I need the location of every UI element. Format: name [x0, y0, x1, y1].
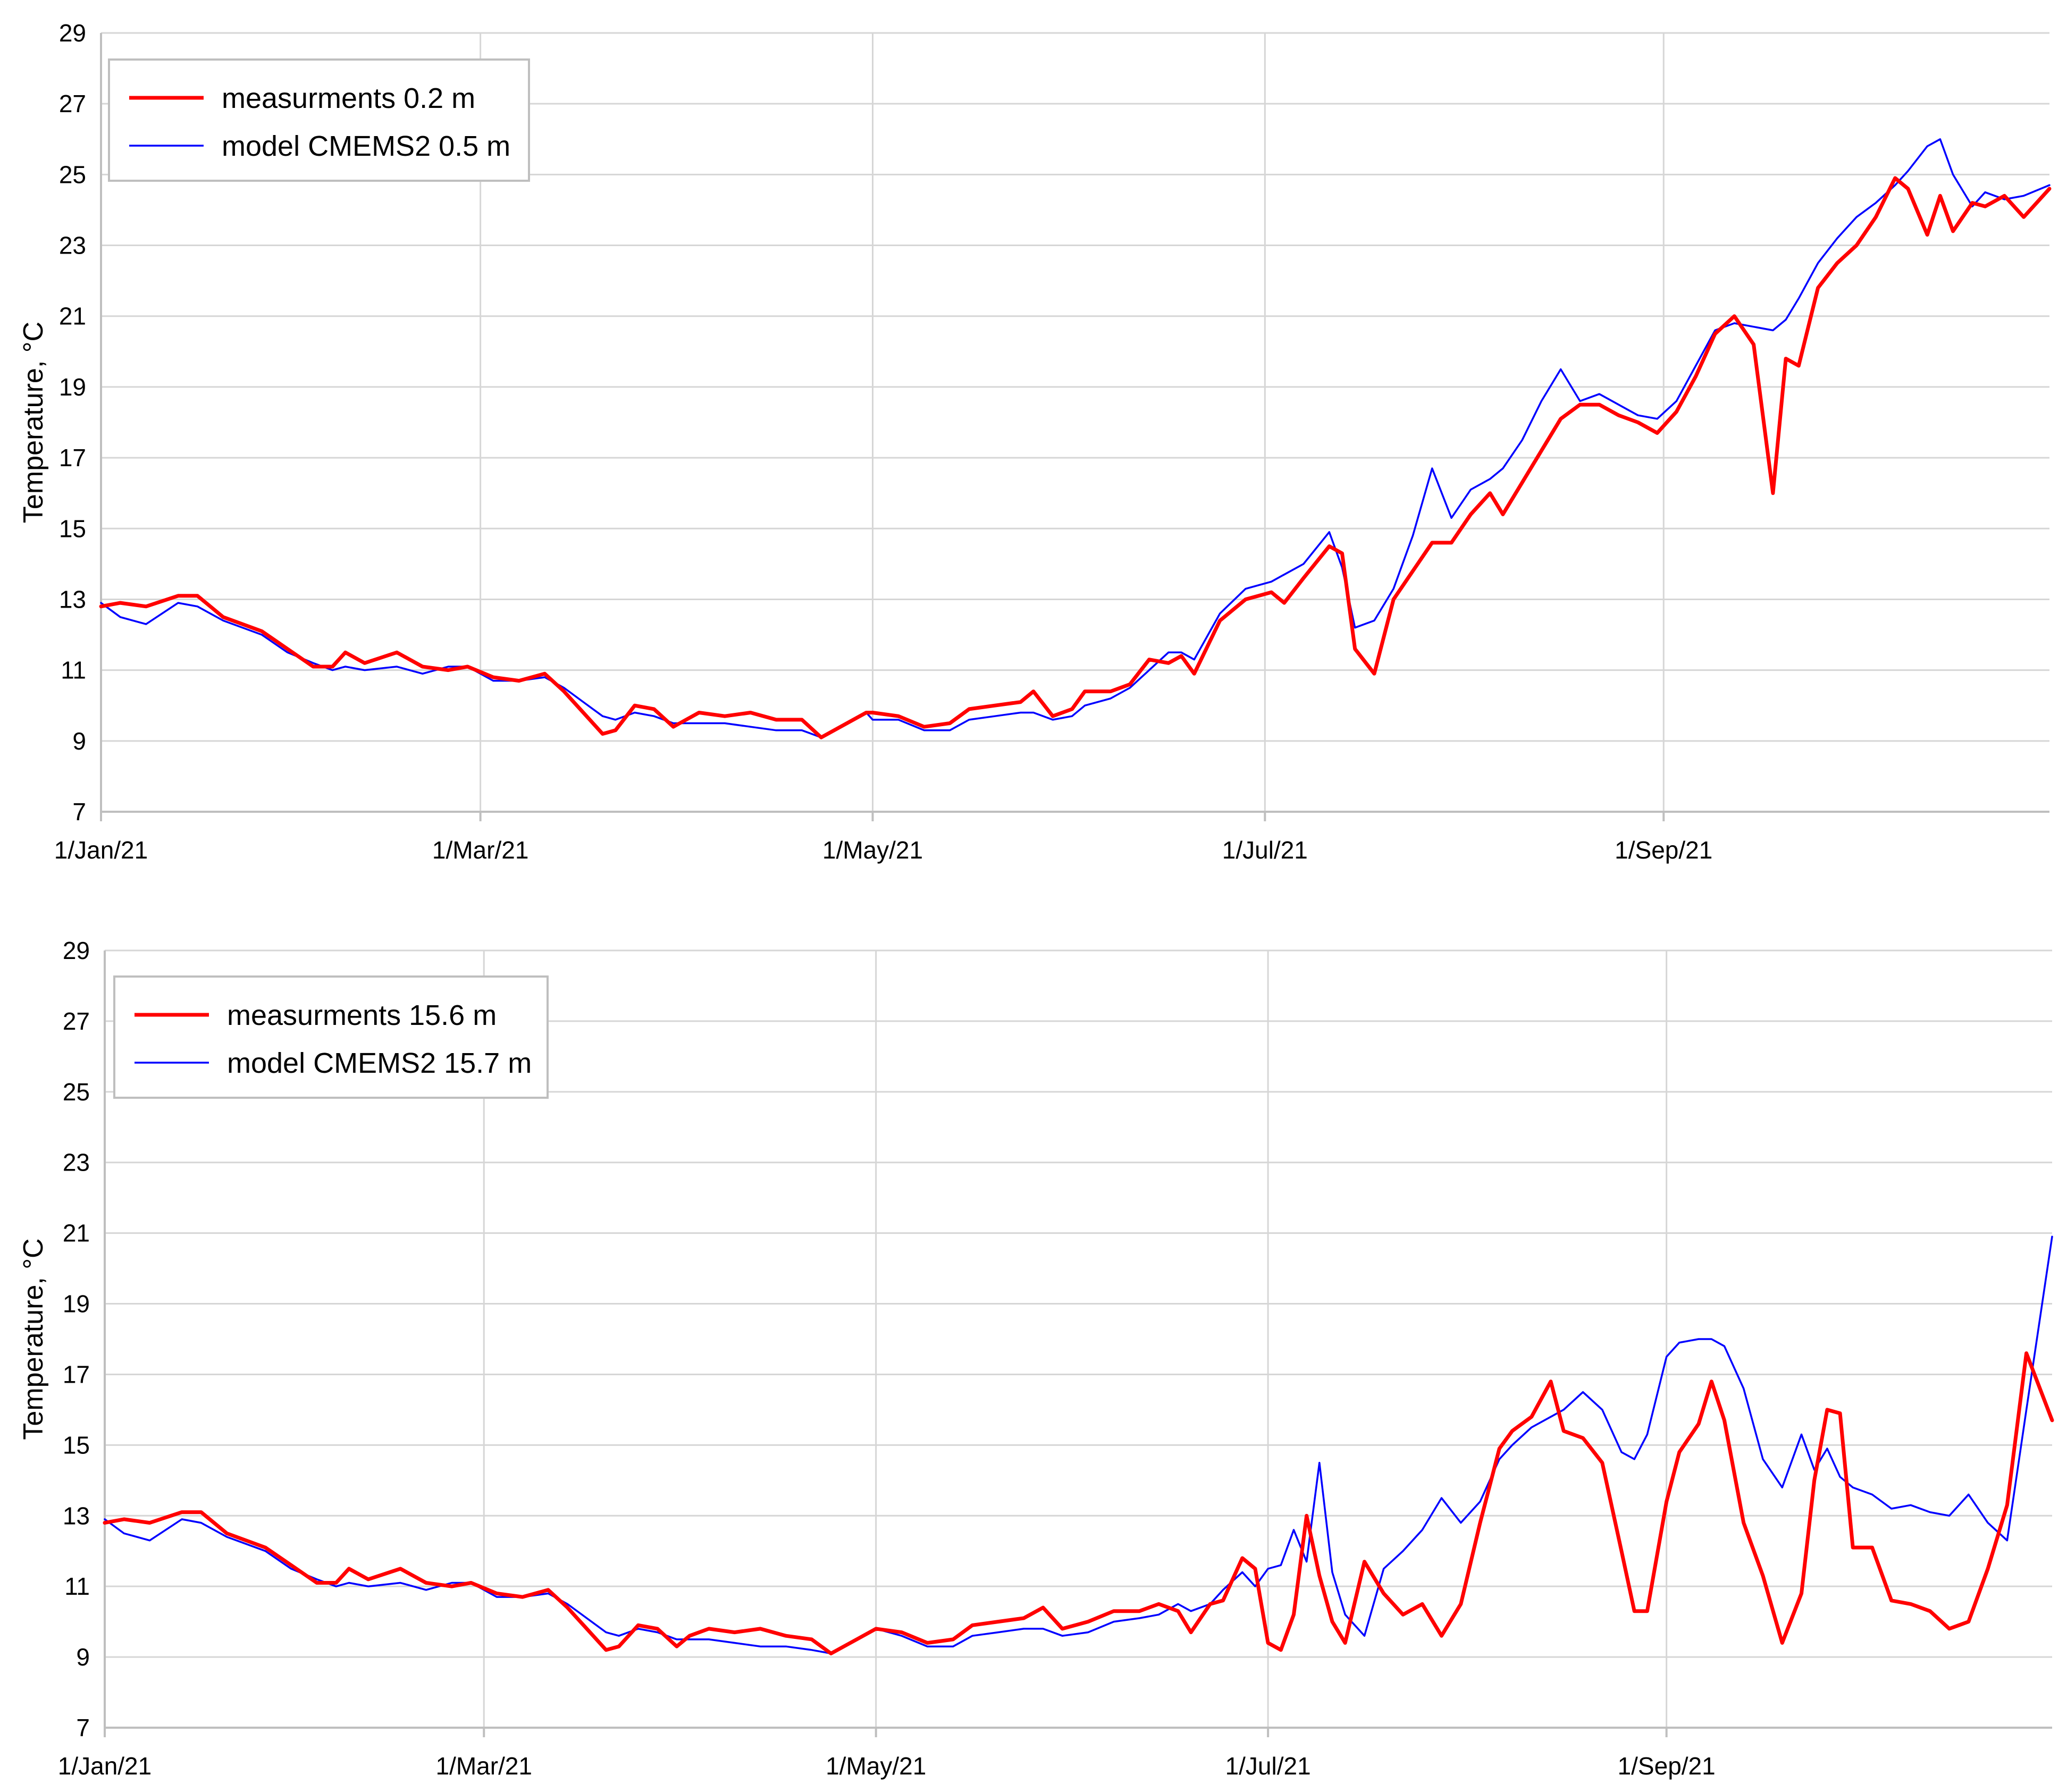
series-line-model [100, 138, 2051, 738]
y-tick-label: 25 [63, 1078, 90, 1106]
y-tick-label: 19 [59, 373, 86, 401]
x-tick-label: 1/Jul/21 [1222, 836, 1308, 864]
y-tick-label: 29 [63, 937, 90, 964]
y-tick-label: 15 [63, 1431, 90, 1459]
y-tick-label: 23 [59, 232, 86, 259]
series-line-measurements [99, 176, 2052, 739]
y-tick-label: 19 [63, 1290, 90, 1318]
y-tick-label: 7 [72, 798, 86, 826]
y-tick-label: 9 [76, 1643, 90, 1671]
chart-top: 7 9 11 13 15 17 19 21 23 25 27 29 1/Jan/21 1/Mar/21 1/… [0, 0, 2067, 893]
legend: measurments 15.6 m model CMEMS2 15.7 m [113, 975, 549, 1099]
y-tick-label: 15 [59, 515, 86, 542]
y-tick-label: 11 [64, 1572, 90, 1600]
x-tick-label: 1/Jan/21 [58, 1752, 152, 1780]
y-tick-label: 17 [63, 1360, 90, 1388]
x-tick-label: 1/May/21 [822, 836, 923, 864]
chart-top-svg: 7 9 11 13 15 17 19 21 23 25 27 29 1/Jan/21 1/Mar/21 1/… [18, 19, 2052, 864]
y-tick-label: 21 [59, 302, 86, 330]
y-tick-label: 13 [59, 585, 86, 613]
chart-bottom: 7 9 11 13 15 17 19 21 23 25 27 29 1/Jan/21 1/Mar/21 1/… [0, 904, 2067, 1792]
y-tick-label: 27 [59, 90, 86, 117]
legend-label: measurments 15.6 m [227, 999, 497, 1031]
series-line-measurements [103, 1351, 2054, 1655]
y-tick-label: 21 [63, 1219, 90, 1247]
x-tick-label: 1/May/21 [826, 1752, 926, 1780]
x-tick-label: 1/Mar/21 [435, 1752, 532, 1780]
x-tick-label: 1/Jul/21 [1225, 1752, 1311, 1780]
y-tick-label: 23 [63, 1149, 90, 1176]
legend-box [113, 975, 549, 1099]
legend-label: model CMEMS2 15.7 m [227, 1047, 532, 1079]
x-tick-label: 1/Sep/21 [1618, 1752, 1716, 1780]
legend-box [108, 58, 530, 182]
legend-label: model CMEMS2 0.5 m [222, 130, 510, 162]
y-tick-label: 13 [63, 1502, 90, 1529]
y-tick-label: 17 [59, 444, 86, 472]
chart-bottom-svg: 7 9 11 13 15 17 19 21 23 25 27 29 1/Jan/21 1/Mar/21 1/… [18, 937, 2054, 1780]
x-tick-label: 1/Sep/21 [1615, 836, 1712, 864]
legend-label: measurments 0.2 m [222, 82, 475, 114]
y-tick-label: 27 [63, 1007, 90, 1035]
y-tick-label: 11 [61, 657, 86, 684]
legend: measurments 0.2 m model CMEMS2 0.5 m [108, 58, 530, 182]
y-axis-title: Temperature, °C [18, 322, 49, 523]
x-tick-label: 1/Jan/21 [54, 836, 148, 864]
y-tick-label: 25 [59, 161, 86, 188]
y-tick-label: 29 [59, 19, 86, 47]
x-tick-label: 1/Mar/21 [432, 836, 529, 864]
y-tick-label: 9 [72, 727, 86, 755]
y-axis-title: Temperature, °C [18, 1238, 49, 1440]
y-tick-label: 7 [76, 1714, 90, 1741]
